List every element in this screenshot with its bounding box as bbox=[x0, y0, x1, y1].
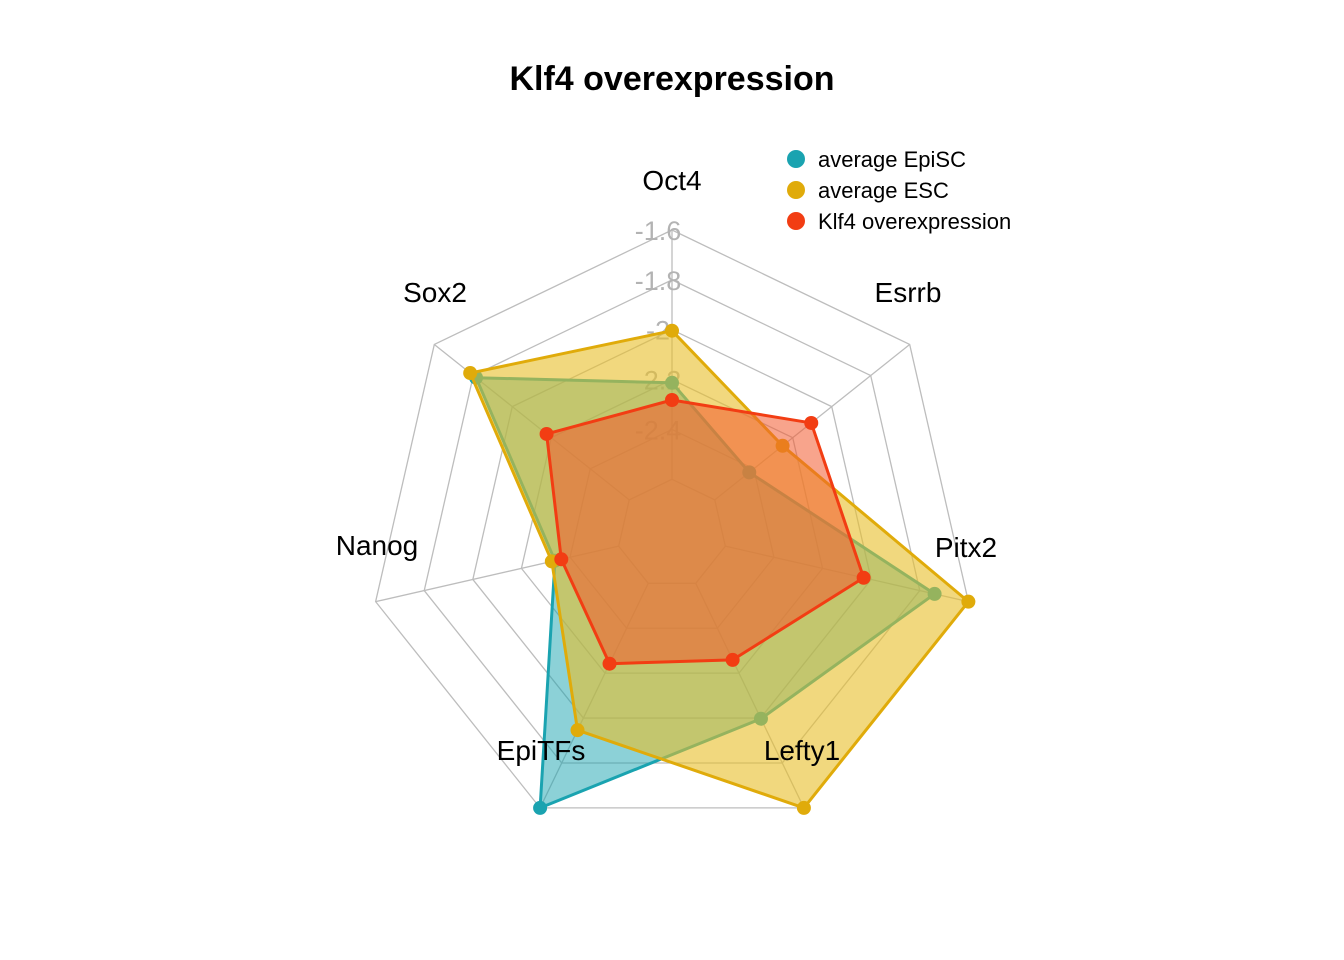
data-point bbox=[961, 594, 976, 609]
data-point bbox=[533, 800, 548, 815]
legend-label: average EpiSC bbox=[818, 147, 966, 172]
axis-label: Oct4 bbox=[642, 165, 701, 196]
radar-series bbox=[463, 323, 976, 815]
axis-label: Esrrb bbox=[875, 277, 942, 308]
data-point bbox=[570, 723, 585, 738]
tick-label: -1.8 bbox=[635, 266, 682, 296]
axis-label: Nanog bbox=[336, 530, 419, 561]
axis-label: EpiTFs bbox=[497, 735, 586, 766]
data-point bbox=[796, 800, 811, 815]
axis-labels: Oct4 Esrrb Pitx2 Lefty1 EpiTFs Nanog Sox2 bbox=[336, 165, 997, 766]
legend-label: Klf4 overexpression bbox=[818, 209, 1011, 234]
axis-label: Lefty1 bbox=[764, 735, 840, 766]
grid-ring bbox=[374, 229, 970, 809]
legend-label: average ESC bbox=[818, 178, 949, 203]
legend-marker bbox=[787, 181, 805, 199]
legend: average EpiSC average ESC Klf4 overexpress… bbox=[787, 147, 1011, 234]
tick-label: -1.6 bbox=[635, 216, 682, 246]
data-point bbox=[539, 426, 554, 441]
axis-label: Sox2 bbox=[403, 277, 467, 308]
series-area bbox=[545, 398, 866, 666]
data-point bbox=[554, 552, 569, 567]
series-group bbox=[539, 393, 871, 671]
data-point bbox=[463, 366, 478, 381]
data-point bbox=[665, 393, 679, 408]
data-point bbox=[602, 656, 617, 671]
chart-title: Klf4 overexpression bbox=[509, 60, 834, 98]
data-point bbox=[856, 570, 871, 585]
data-point bbox=[804, 415, 819, 430]
data-point bbox=[725, 652, 740, 667]
legend-marker bbox=[787, 212, 805, 230]
axis-label: Pitx2 bbox=[935, 532, 997, 563]
legend-marker bbox=[787, 150, 805, 168]
data-point bbox=[665, 323, 679, 338]
